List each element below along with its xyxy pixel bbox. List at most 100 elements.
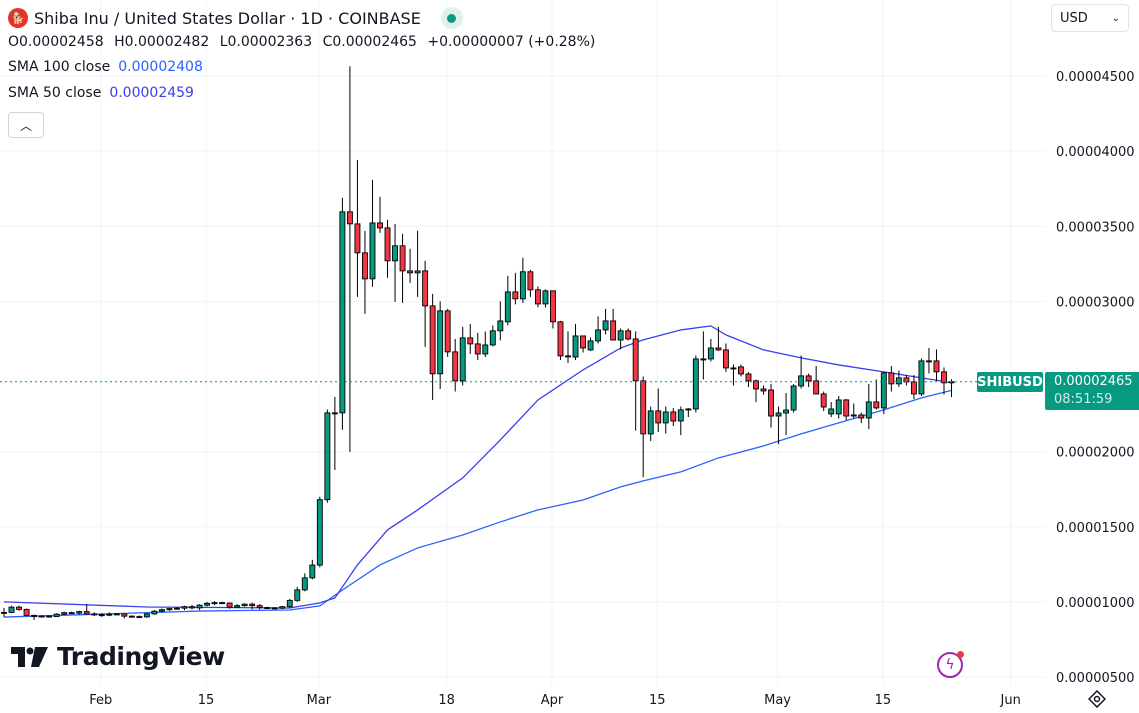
candle-body (196, 604, 203, 609)
candle-up (880, 371, 887, 415)
symbol-price-label: SHIBUSD (977, 372, 1043, 392)
candle-down (910, 374, 917, 400)
candle-down (91, 612, 98, 617)
candle-down (873, 379, 880, 410)
candle-down (550, 290, 556, 329)
candle-down (820, 391, 827, 412)
candle-body (31, 614, 38, 617)
candle-body (805, 375, 812, 382)
candle-up (286, 598, 293, 608)
current-price-label: 0.00002465 08:51:59 (1045, 372, 1139, 410)
candle-body (68, 612, 75, 615)
symbol-title[interactable]: Shiba Inu / United States Dollar · 1D · … (34, 8, 421, 28)
candle-up (798, 355, 805, 389)
candle-up (504, 275, 511, 326)
candle-up (437, 301, 444, 389)
candle-up (113, 613, 120, 616)
candle-body (647, 410, 654, 435)
candle-down (23, 608, 30, 617)
lightning-icon[interactable]: ϟ (937, 651, 964, 678)
candle-body (926, 360, 932, 363)
candle-down (226, 602, 233, 609)
market-open-status-icon[interactable] (440, 7, 463, 29)
candle-body (53, 613, 60, 618)
candle-body (572, 335, 579, 358)
candle-up (414, 230, 421, 297)
candle-down (444, 308, 451, 357)
tradingview-logo[interactable]: TradingView (11, 642, 225, 671)
time-tick-label: 15 (875, 693, 892, 708)
candle-down (722, 343, 729, 372)
candle-up (828, 402, 835, 418)
collapse-legend-button[interactable]: ︿ (8, 112, 44, 138)
candle-down (610, 308, 617, 341)
candle-body (286, 599, 293, 608)
candle-down (346, 66, 353, 452)
candle-up (835, 396, 842, 419)
high-value: H0.00002482 (114, 34, 210, 50)
candle-down (68, 611, 75, 615)
candle-up (662, 406, 669, 434)
sma-50-legend[interactable]: SMA 50 close 0.00002459 (8, 80, 601, 106)
candle-up (53, 613, 60, 618)
candle-down (760, 385, 767, 395)
candle-up (865, 384, 872, 430)
candle-down (83, 604, 90, 615)
candle-up (482, 331, 489, 357)
candle-down (121, 613, 128, 619)
candle-body (685, 408, 692, 411)
candle-body (166, 608, 173, 611)
candle-up (392, 223, 398, 302)
candle-up (783, 393, 790, 436)
price-tick-label: 0.00004500 (1056, 70, 1135, 85)
price-tick-label: 0.00002000 (1056, 446, 1135, 461)
time-tick-label: May (764, 693, 791, 708)
candle-body (414, 270, 421, 274)
candle-down (715, 326, 722, 351)
candle-body (753, 380, 759, 390)
candle-body (362, 252, 368, 280)
candle-down (422, 260, 429, 347)
candle-down (888, 365, 895, 392)
candle-body (790, 385, 797, 411)
candle-down (189, 604, 195, 610)
candle-up (369, 179, 376, 287)
currency-select[interactable]: USD ⌄ (1051, 4, 1129, 32)
candle-down (354, 159, 361, 297)
price-tick-label: 0.00001000 (1056, 596, 1135, 611)
candle-body (331, 412, 338, 415)
candle-body (429, 305, 436, 375)
price-axis[interactable]: 0.00004500 0.00004000 0.00003500 0.00003000… (1056, 70, 1135, 686)
candle-down (753, 379, 759, 403)
candle-up (692, 355, 699, 413)
candle-down (903, 374, 910, 386)
time-axis[interactable]: Feb 15 Mar 18 Apr 15 May 15 Jun (89, 693, 1021, 708)
auto-scale-settings-icon[interactable] (1088, 690, 1106, 708)
candle-down (384, 219, 391, 278)
candle-up (519, 257, 526, 303)
candle-body (309, 564, 316, 579)
candle-body (241, 603, 248, 607)
candle-up (790, 384, 797, 413)
candle-body (459, 337, 466, 382)
candle-body (106, 613, 113, 616)
time-tick-label: 18 (438, 693, 455, 708)
candle-down (933, 349, 940, 382)
ohlc-values: O0.00002458 H0.00002482 L0.00002363 C0.0… (8, 34, 601, 54)
candle-body (234, 605, 241, 608)
candle-up (279, 606, 286, 610)
close-value: C0.00002465 (322, 34, 417, 50)
candle-body (783, 409, 790, 414)
legend: 🐕 Shiba Inu / United States Dollar · 1D … (8, 6, 601, 138)
sma-50-value: 0.00002459 (109, 85, 194, 101)
candle-body (437, 310, 444, 375)
sma-50-label: SMA 50 close (8, 85, 102, 101)
sma-100-legend[interactable]: SMA 100 close 0.00002408 (8, 54, 601, 80)
candle-body (918, 360, 925, 395)
candle-body (452, 351, 459, 382)
candle-up (294, 586, 301, 602)
candle-up (181, 605, 188, 611)
candle-up (61, 611, 68, 616)
candle-body (16, 606, 22, 610)
